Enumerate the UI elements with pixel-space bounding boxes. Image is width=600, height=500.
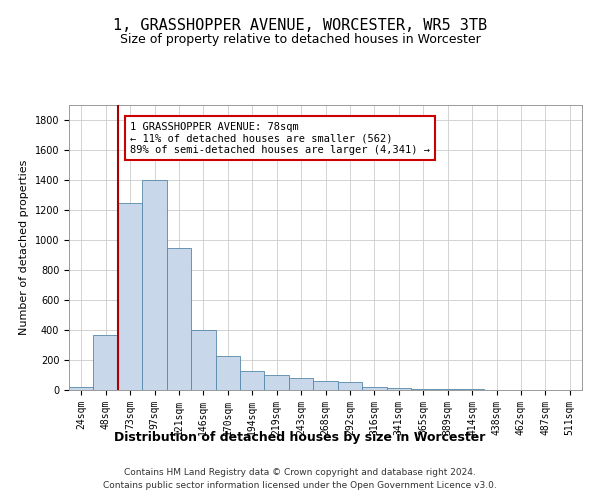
Text: Contains HM Land Registry data © Crown copyright and database right 2024.: Contains HM Land Registry data © Crown c… <box>124 468 476 477</box>
Bar <box>167 248 191 390</box>
Bar <box>265 375 289 390</box>
Bar <box>460 389 484 390</box>
Text: Size of property relative to detached houses in Worcester: Size of property relative to detached ho… <box>119 32 481 46</box>
Bar <box>313 381 338 390</box>
Bar <box>69 387 94 390</box>
Bar <box>436 389 460 390</box>
Text: 1, GRASSHOPPER AVENUE, WORCESTER, WR5 3TB: 1, GRASSHOPPER AVENUE, WORCESTER, WR5 3T… <box>113 18 487 32</box>
Bar <box>362 387 386 390</box>
Text: Contains public sector information licensed under the Open Government Licence v3: Contains public sector information licen… <box>103 482 497 490</box>
Text: 1 GRASSHOPPER AVENUE: 78sqm
← 11% of detached houses are smaller (562)
89% of se: 1 GRASSHOPPER AVENUE: 78sqm ← 11% of det… <box>130 122 430 154</box>
Bar <box>215 356 240 390</box>
Bar <box>94 334 118 390</box>
Bar <box>338 382 362 390</box>
Bar <box>386 388 411 390</box>
Bar <box>240 370 265 390</box>
Bar <box>142 180 167 390</box>
Bar <box>289 378 313 390</box>
Bar <box>191 330 215 390</box>
Text: Distribution of detached houses by size in Worcester: Distribution of detached houses by size … <box>115 431 485 444</box>
Y-axis label: Number of detached properties: Number of detached properties <box>19 160 29 335</box>
Bar <box>411 388 436 390</box>
Bar <box>118 202 142 390</box>
